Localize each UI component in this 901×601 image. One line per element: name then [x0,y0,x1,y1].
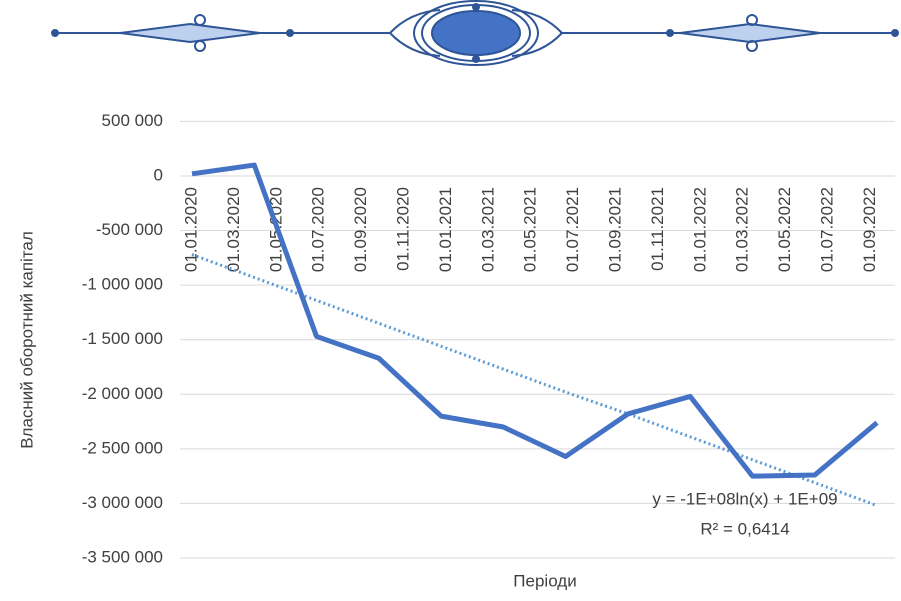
y-tick-label: -1 000 000 [82,275,163,294]
x-tick-label: 01.11.2021 [648,187,667,271]
y-tick-label: -500 000 [96,220,163,239]
y-tick-label: -2 000 000 [82,384,163,403]
trendline [191,253,878,508]
x-tick-label: 01.01.2021 [436,187,455,272]
y-tick-label: -1 500 000 [82,329,163,348]
x-tick-label: 01.01.2020 [181,187,200,272]
x-axis-title: Періоди [513,571,576,590]
x-tick-label: 01.05.2022 [775,187,794,272]
x-tick-label: 01.07.2022 [817,187,836,272]
x-tick-label: 01.09.2022 [860,187,879,272]
y-tick-label: 0 [154,165,163,184]
header-ornament [51,0,899,66]
y-tick-label: -3 500 000 [82,547,163,566]
y-tick-label: -2 500 000 [82,438,163,457]
line-series [191,162,879,479]
x-tick-label: 01.05.2021 [521,187,540,272]
y-axis-title: Власний оборотний капітал [17,231,36,449]
x-tick-label: 01.07.2020 [309,187,328,272]
x-tick-label: 01.09.2021 [605,187,624,272]
trend-r-squared: R² = 0,6414 [700,519,789,538]
y-tick-label: -3 000 000 [82,493,163,512]
x-tick-label: 01.01.2022 [690,187,709,272]
x-tick-label: 01.03.2020 [224,187,243,272]
trend-equation: y = -1E+08ln(x) + 1E+09 [652,489,837,508]
x-tick-label: 01.03.2022 [733,187,752,272]
x-tick-label: 01.07.2021 [563,187,582,272]
x-tick-label: 01.11.2020 [393,187,412,271]
y-tick-label: 500 000 [102,111,163,130]
x-tick-label: 01.03.2021 [478,187,497,272]
x-tick-label: 01.09.2020 [351,187,370,272]
